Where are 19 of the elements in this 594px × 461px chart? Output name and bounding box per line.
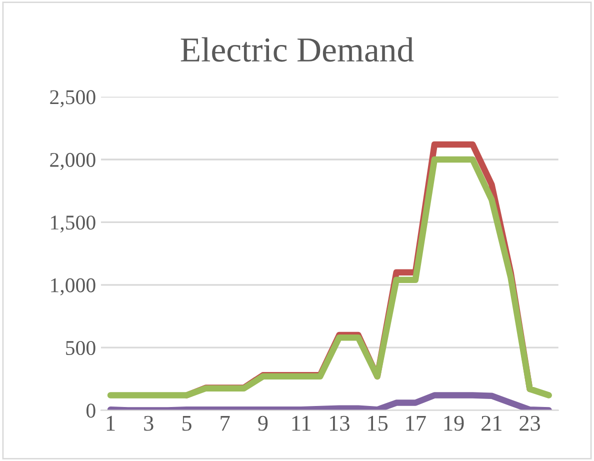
x-tick-label: 1 bbox=[106, 416, 115, 431]
x-tick-label: 15 bbox=[368, 416, 388, 431]
y-tick-label: 1,000 bbox=[51, 278, 96, 296]
x-tick-label: 13 bbox=[330, 416, 350, 431]
x-tick-label: 9 bbox=[258, 416, 268, 431]
x-tick-label: 21 bbox=[482, 416, 502, 431]
x-tick-label: 17 bbox=[406, 416, 426, 431]
y-tick-label: 1,500 bbox=[51, 216, 96, 233]
x-tick-label: 19 bbox=[444, 416, 464, 431]
x-tick-label: 3 bbox=[144, 416, 154, 431]
x-tick-label: 7 bbox=[220, 416, 230, 431]
y-tick-label: 2,000 bbox=[50, 152, 96, 170]
x-tick-label: 23 bbox=[520, 416, 540, 431]
y-tick-label: 500 bbox=[66, 340, 96, 356]
y-tick-label: 0 bbox=[86, 404, 96, 418]
chart-title: Electric Demand bbox=[180, 37, 414, 62]
x-tick-label: 5 bbox=[182, 416, 192, 431]
x-tick-label: 11 bbox=[292, 416, 310, 431]
y-tick-label: 2,500 bbox=[50, 90, 96, 108]
